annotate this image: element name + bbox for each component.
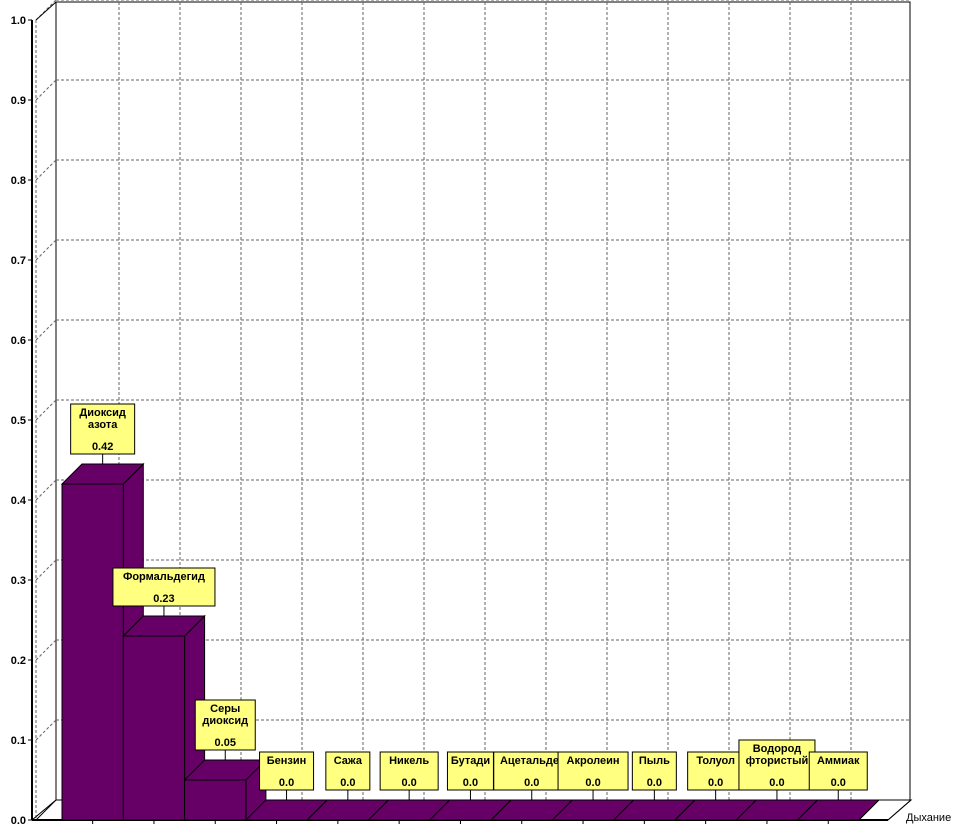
data-label: Пыль 0.0 <box>631 751 677 800</box>
data-label-value: 0.0 <box>585 777 600 789</box>
bar <box>368 819 431 821</box>
data-label-value: 0.0 <box>647 777 662 789</box>
data-label-category: фтористый <box>746 755 809 767</box>
z-axis <box>887 799 912 821</box>
y-tick-label: 0.0 <box>11 815 26 826</box>
grid-line-depth <box>35 399 57 421</box>
data-label-category: Ацетальдег <box>500 755 564 767</box>
data-label-category: Никель <box>389 755 429 767</box>
series-axis-label: Дыхание <box>906 812 951 824</box>
data-label: Аммиак 0.0 <box>808 751 868 800</box>
data-label-category: Водород <box>753 743 802 755</box>
y-tick-label: 0.5 <box>11 415 26 427</box>
grid-line-depth <box>35 639 57 661</box>
data-label-box <box>194 699 256 751</box>
data-label-value: 0.23 <box>153 593 174 605</box>
data-label-box <box>70 403 136 455</box>
bar <box>306 819 370 821</box>
bar <box>184 779 247 821</box>
data-label: Никель 0.0 <box>379 751 439 800</box>
bar <box>429 819 492 821</box>
y-tick-label: 0.1 <box>11 735 26 747</box>
data-label: Бутади 0.0 <box>446 751 494 800</box>
data-label-value: 0.05 <box>215 737 236 749</box>
y-tick-label: 0.6 <box>11 335 26 347</box>
y-tick-label: 0.7 <box>11 255 26 267</box>
data-label: Бензин 0.0 <box>259 751 315 800</box>
data-label-box <box>325 751 371 791</box>
data-label-category: Бензин <box>267 755 307 767</box>
data-label-value: 0.0 <box>279 777 294 789</box>
bar <box>551 819 615 821</box>
grid-line-depth <box>35 159 57 181</box>
grid-line-depth <box>35 719 57 741</box>
bar <box>797 819 860 821</box>
bar <box>674 819 737 821</box>
data-label-value: 0.0 <box>708 777 723 789</box>
y-tick-label: 1.0 <box>11 15 26 27</box>
data-label-value: 0.0 <box>402 777 417 789</box>
y-tick-label: 0.3 <box>11 575 26 587</box>
wall-top-edge <box>35 1 57 21</box>
data-label-category: Акролеин <box>567 755 620 767</box>
data-label: Формальдегид 0.23 <box>112 567 216 616</box>
data-label-box <box>112 567 216 607</box>
data-label-category: Серы <box>210 703 240 715</box>
bar <box>490 819 553 821</box>
grid-line-depth <box>35 479 57 501</box>
data-label-value: 0.0 <box>769 777 784 789</box>
bar <box>245 819 308 821</box>
y-tick-label: 0.2 <box>11 655 26 667</box>
y-tick-label: 0.4 <box>11 495 27 507</box>
data-label-box <box>631 751 677 791</box>
grid-line-depth <box>35 239 57 261</box>
data-label-value: 0.0 <box>340 777 355 789</box>
data-label-box <box>738 739 816 791</box>
data-label-category: азота <box>88 419 118 431</box>
grid-line-depth <box>35 79 57 101</box>
data-label-value: 0.0 <box>831 777 846 789</box>
bar <box>735 819 799 821</box>
y-tick-label: 0.9 <box>11 95 26 107</box>
data-label-category: диоксид <box>202 715 248 727</box>
data-label-category: Сажа <box>334 755 363 767</box>
data-label-category: Аммиак <box>817 755 860 767</box>
data-label-category: Формальдегид <box>123 571 205 583</box>
data-label-category: Пыль <box>639 755 670 767</box>
bar <box>61 483 124 821</box>
data-label: Толуол 0.0 <box>687 751 745 800</box>
data-label-box <box>259 751 315 791</box>
data-label-category: Толуол <box>696 755 735 767</box>
grid-line-depth <box>35 559 57 581</box>
data-label-value: 0.0 <box>463 777 478 789</box>
data-label-value: 0.42 <box>92 441 113 453</box>
data-label-box <box>557 751 629 791</box>
data-label: Сажа 0.0 <box>325 751 371 800</box>
y-tick-label: 0.8 <box>11 175 26 187</box>
data-label-box <box>379 751 439 791</box>
data-label-box <box>687 751 745 791</box>
data-label-category: Бутади <box>451 755 490 767</box>
data-label-category: Диоксид <box>79 407 126 419</box>
data-label-box <box>446 751 494 791</box>
bar <box>122 635 186 821</box>
data-label-value: 0.0 <box>524 777 539 789</box>
chart-bars <box>60 462 881 822</box>
data-label: Акролеин 0.0 <box>557 751 629 800</box>
data-label-box <box>808 751 868 791</box>
grid-line-depth <box>35 319 57 341</box>
bar <box>613 819 676 821</box>
